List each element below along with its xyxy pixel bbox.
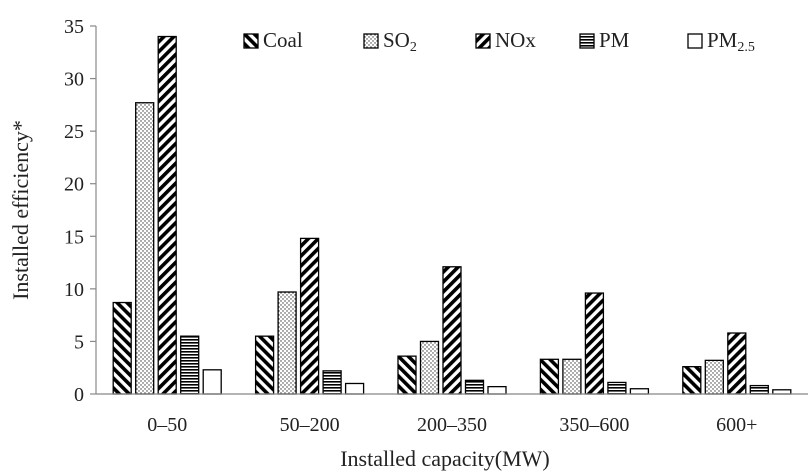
- legend-swatch: [363, 33, 379, 49]
- y-tick-label: 0: [74, 384, 84, 406]
- bar-pm-2-5-50-200: [344, 382, 365, 395]
- bar-pm-350-600: [607, 381, 627, 395]
- legend-swatch: [687, 33, 703, 49]
- legend-item-so-2: SO2: [363, 28, 417, 55]
- bar-coal-350-600: [539, 358, 560, 395]
- bar-so-2-350-600: [562, 358, 582, 395]
- x-axis-title: Installed capacity(MW): [340, 446, 550, 471]
- bar-pm-2-5-600: [772, 389, 792, 395]
- bar-pm-50-200: [322, 370, 342, 395]
- bar-so-2-600: [704, 359, 724, 395]
- y-tick-label: 15: [64, 226, 84, 248]
- y-axis-title: Installed efficiency*: [8, 120, 33, 300]
- bar-nox-200-350: [442, 266, 462, 395]
- legend-item-pm-2-5: PM2.5: [687, 28, 755, 55]
- legend-label: PM: [599, 28, 630, 52]
- bar-pm-600: [749, 384, 769, 395]
- bar-pm-2-5-0-50: [202, 369, 222, 395]
- bar-nox-600: [727, 332, 747, 395]
- legend-swatch: [579, 33, 595, 49]
- legend-item-pm: PM: [579, 28, 630, 52]
- x-tick-label: 50–200: [280, 414, 340, 436]
- legend-item-nox: NOx: [475, 28, 536, 52]
- x-tick-label: 350–600: [559, 414, 629, 436]
- legend-label: NOx: [495, 28, 536, 52]
- bar-coal-0-50: [112, 301, 132, 395]
- bar-so-2-200-350: [419, 340, 440, 395]
- bars-layer: [112, 35, 792, 395]
- legend-item-coal: Coal: [243, 28, 303, 52]
- legend-label: Coal: [263, 28, 303, 52]
- x-axis-ticks: 0–50 50–200 200–350 350–600 600+: [147, 414, 757, 436]
- y-tick-label: 10: [64, 279, 84, 301]
- y-tick-label: 5: [74, 331, 84, 353]
- bar-pm-200-350: [464, 379, 485, 395]
- bar-nox-350-600: [584, 292, 605, 395]
- bar-coal-50-200: [254, 335, 275, 395]
- legend: Coal SO2 NOx PM PM2.5: [243, 28, 755, 55]
- bar-nox-50-200: [299, 237, 320, 395]
- y-tick-label: 30: [64, 69, 84, 91]
- bar-so-2-50-200: [277, 291, 297, 395]
- legend-label: SO2: [383, 28, 417, 55]
- bar-so-2-0-50: [135, 102, 155, 395]
- x-tick-label: 600+: [716, 414, 757, 436]
- bar-pm-2-5-200-350: [487, 385, 507, 395]
- bar-coal-600: [682, 366, 702, 395]
- y-tick-label: 25: [64, 121, 84, 143]
- x-tick-label: 200–350: [417, 414, 487, 436]
- legend-label: PM2.5: [707, 28, 755, 55]
- x-tick-label: 0–50: [147, 414, 187, 436]
- bar-pm-0-50: [180, 335, 200, 395]
- y-tick-label: 20: [64, 174, 84, 196]
- bar-coal-200-350: [397, 355, 417, 395]
- y-tick-label: 35: [64, 16, 84, 38]
- y-axis-ticks: 0 5 10 15 20 25 30 35: [64, 16, 96, 406]
- bar-nox-0-50: [157, 35, 177, 395]
- legend-swatch: [475, 33, 491, 49]
- legend-swatch: [243, 33, 259, 49]
- bar-pm-2-5-350-600: [629, 388, 650, 395]
